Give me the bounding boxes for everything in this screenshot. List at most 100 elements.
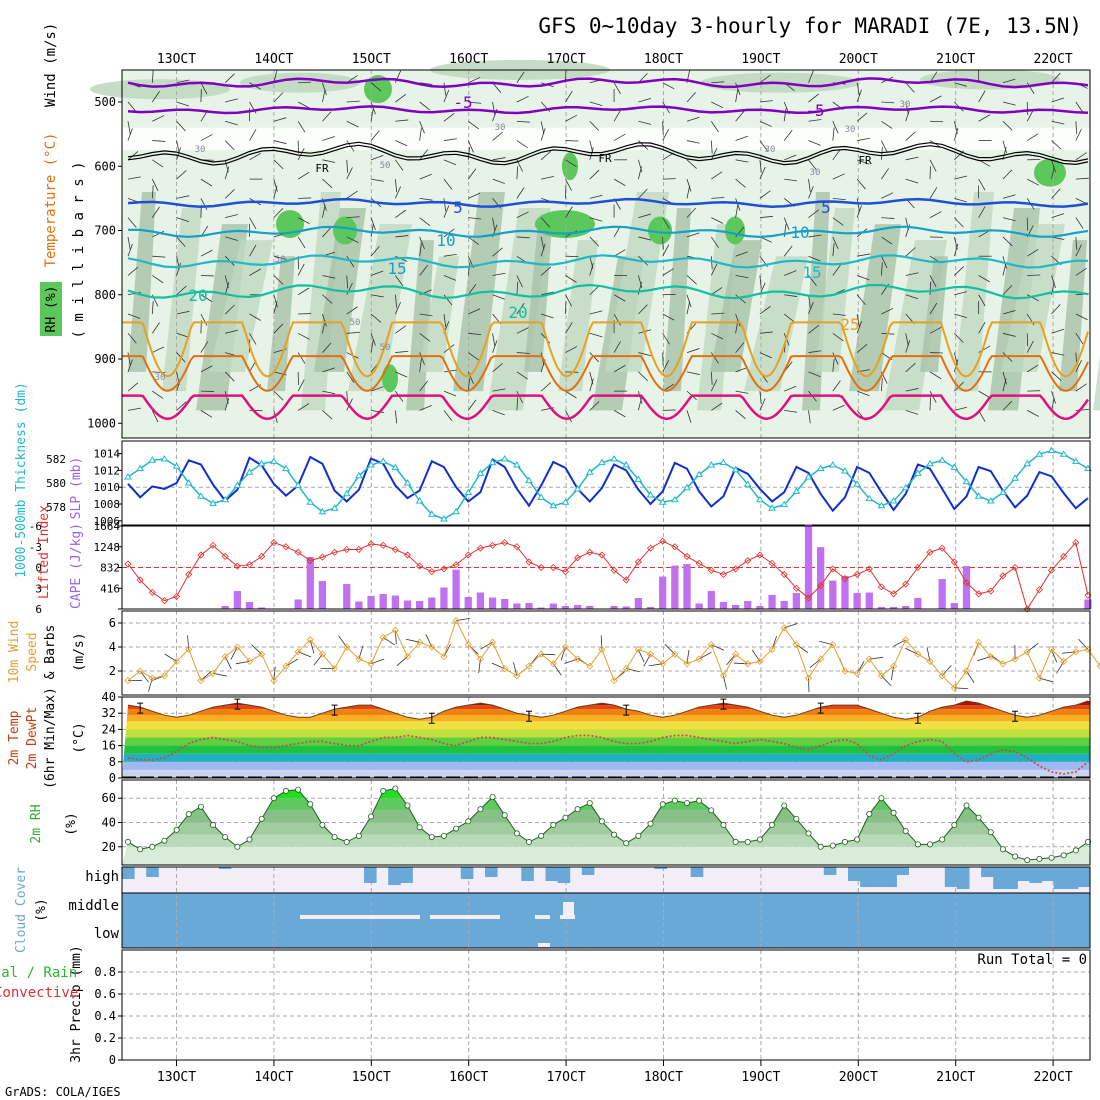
cape-bar	[671, 565, 679, 609]
profile-wind-barb	[662, 333, 670, 345]
wind10m-marker	[476, 655, 484, 663]
thickness-marker	[865, 494, 874, 502]
rh2m-marker	[465, 818, 472, 825]
thickness-marker	[184, 479, 193, 486]
profile-ytick-label: 800	[94, 288, 116, 302]
profile-wind-barb	[783, 245, 793, 257]
rh-shade-column	[920, 256, 948, 372]
profile-wind-barb	[152, 159, 164, 168]
profile-wind-barb	[710, 263, 718, 276]
profile-wind-barb	[710, 121, 719, 133]
lifted-index-marker	[817, 581, 825, 590]
profile-wind-barb	[686, 116, 700, 122]
profile-wind-barb	[492, 131, 503, 141]
lifted-index-marker	[695, 559, 703, 567]
profile-wind-barb	[492, 247, 503, 257]
profile-wind-barb	[856, 89, 862, 103]
profile-wind-barb	[200, 410, 213, 418]
rh-saturated-blob	[333, 216, 357, 245]
legend-wind: Wind (m/s)	[43, 23, 59, 107]
wind10m-marker	[270, 677, 278, 685]
lifted-index-marker	[768, 559, 776, 567]
rh2m-marker	[526, 838, 533, 845]
rh2m-marker	[331, 834, 338, 841]
profile-wind-barb	[492, 410, 505, 416]
profile-wind-barb	[565, 159, 577, 168]
profile-wind-barb	[589, 120, 600, 131]
profile-ytick-label: 700	[94, 224, 116, 238]
cloud-high-bar	[581, 867, 595, 875]
cape-bar	[719, 602, 728, 609]
lifted-index-marker	[124, 560, 132, 568]
rh2m-marker	[550, 821, 557, 828]
profile-wind-barb	[322, 313, 327, 327]
profile-wind-barb	[929, 371, 942, 380]
rh2m-marker	[744, 838, 751, 845]
profile-wind-barb	[759, 352, 772, 359]
rh-saturated-blob	[562, 152, 578, 181]
temperature-contour	[127, 225, 1089, 239]
profile-wind-barb	[686, 294, 692, 308]
profile-wind-barb	[856, 320, 862, 334]
freezing-level-label: FR	[858, 154, 872, 167]
rh-shade-column	[744, 256, 808, 392]
cloud-high-bar	[557, 867, 571, 883]
rh2m-marker	[343, 838, 350, 845]
profile-wind-barb	[176, 217, 190, 223]
lifted-index-marker	[780, 570, 788, 578]
profile-wind-barb	[395, 140, 408, 147]
profile-wind-barb	[273, 208, 284, 218]
profile-wind-barb	[467, 168, 477, 180]
profile-wind-barb	[516, 371, 528, 380]
profile-wind-barb	[1002, 371, 1007, 385]
thickness-marker	[500, 455, 509, 462]
profile-wind-barb	[127, 101, 137, 113]
profile-wind-barb	[273, 92, 284, 103]
profile-wind-barb	[443, 112, 455, 122]
profile-wind-barb	[322, 136, 335, 141]
profile-wind-barb	[759, 306, 771, 315]
profile-wind-barb	[808, 255, 821, 262]
contour-label: 20	[188, 286, 207, 305]
cloud-high-bar	[122, 867, 135, 879]
thickness-marker	[792, 487, 801, 494]
profile-wind-barb	[273, 255, 287, 260]
thickness-marker	[148, 456, 157, 463]
profile-wind-barb	[516, 275, 523, 288]
lifted-index-marker	[403, 551, 412, 559]
profile-wind-barb	[224, 166, 230, 180]
wind10m-marker	[561, 643, 570, 651]
profile-wind-barb	[1026, 82, 1035, 94]
temp-ytick-label: 40	[102, 690, 116, 704]
wind10m-marker	[391, 626, 399, 634]
cape-tick-label: 1664	[94, 520, 121, 533]
profile-wind-barb	[857, 137, 870, 141]
contour-label: 10	[790, 223, 809, 242]
lifted-index-marker	[683, 552, 691, 560]
thickness-tick-label: 578	[46, 501, 66, 514]
profile-wind-barb	[929, 390, 937, 403]
profile-wind-barb	[540, 382, 552, 392]
profile-wind-barb	[1075, 236, 1078, 250]
profile-wind-barb	[370, 294, 384, 298]
wind10m-marker	[902, 636, 910, 644]
profile-wind-barb	[1051, 188, 1061, 199]
profile-wind-barb	[711, 81, 725, 84]
cloud-high-clear	[122, 867, 1090, 893]
cape-ylabel: CAPE (J/kg)	[69, 523, 84, 609]
profile-wind-barb	[394, 186, 401, 199]
profile-wind-barb	[322, 410, 333, 420]
profile-wind-barb	[735, 390, 749, 394]
profile-wind-barb	[856, 275, 870, 281]
thickness-marker	[379, 457, 388, 464]
rh2m-marker	[173, 826, 180, 833]
profile-wind-barb	[735, 89, 739, 103]
wind10m-marker	[318, 650, 326, 658]
profile-wind-barb	[1051, 391, 1056, 404]
profile-wind-barb	[783, 108, 787, 122]
rh2m-marker	[440, 832, 447, 839]
rh2m-marker	[841, 838, 848, 845]
rh2m-marker	[720, 821, 727, 828]
profile-wind-barb	[686, 207, 696, 218]
